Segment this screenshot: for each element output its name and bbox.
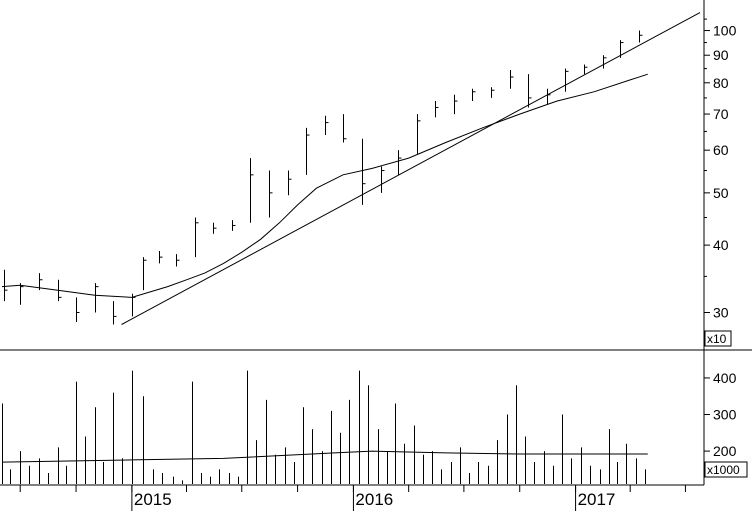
price-panel: 30 40 50 60 70 80 90 100 x10	[1, 0, 737, 350]
price-bar	[565, 68, 569, 92]
price-moving-average	[1, 73, 648, 298]
price-tick-label: 40	[713, 237, 729, 253]
price-bar	[584, 64, 588, 75]
price-bar	[639, 30, 643, 43]
price-bar	[491, 87, 495, 98]
date-axis: 2015 2016 2017	[0, 484, 704, 511]
volume-axis-labels: 200 300 400	[713, 370, 737, 459]
volume-tick-label: 400	[713, 370, 737, 386]
price-axis-ticks	[704, 18, 710, 313]
price-bar	[343, 114, 347, 143]
price-bar	[362, 138, 366, 205]
price-tick-label: 70	[713, 106, 729, 122]
volume-moving-average	[1, 450, 648, 463]
price-bar	[195, 217, 199, 258]
year-label: 2017	[578, 490, 616, 509]
price-multiplier-label: x10	[707, 332, 727, 346]
price-bar	[306, 127, 310, 175]
price-tick-label: 30	[713, 304, 729, 320]
price-bar	[76, 297, 80, 323]
price-bar	[250, 158, 254, 223]
price-bar	[113, 301, 117, 325]
price-multiplier-box	[704, 330, 732, 347]
price-bar	[603, 55, 607, 69]
price-bar	[398, 150, 402, 175]
volume-multiplier-box	[704, 461, 748, 478]
price-trendline	[121, 12, 701, 325]
price-bar	[528, 74, 532, 108]
price-bar	[454, 94, 458, 115]
price-bar	[176, 254, 180, 267]
price-bar	[232, 220, 236, 231]
price-tick-label: 90	[713, 47, 729, 63]
year-label: 2015	[134, 490, 172, 509]
price-bar	[381, 166, 385, 193]
volume-tick-label: 300	[713, 407, 737, 423]
price-bar	[20, 283, 24, 305]
price-tick-label: 60	[713, 142, 729, 158]
year-label: 2016	[355, 490, 393, 509]
price-bar	[325, 115, 329, 136]
price-axis-labels: 30 40 50 60 70 80 90 100	[713, 23, 737, 321]
price-bar	[159, 251, 163, 264]
price-bar	[4, 269, 8, 302]
price-bar	[213, 222, 217, 234]
price-tick-label: 80	[713, 75, 729, 91]
price-tick-label: 50	[713, 185, 729, 201]
price-bar	[417, 114, 421, 155]
price-bar	[510, 69, 514, 89]
price-ohlc-bars	[4, 30, 643, 325]
price-bar	[269, 170, 273, 218]
volume-panel: 200 300 400 x1000	[1, 350, 748, 485]
volume-bars	[2, 370, 646, 484]
price-bar	[288, 170, 292, 196]
price-bar	[143, 257, 147, 291]
price-bar	[472, 88, 476, 102]
price-bar	[547, 88, 551, 105]
volume-axis-ticks	[704, 377, 710, 452]
price-bar	[435, 101, 439, 118]
volume-tick-label: 200	[713, 443, 737, 459]
price-tick-label: 100	[713, 23, 737, 39]
date-axis-labels: 2015 2016 2017	[131, 485, 616, 511]
volume-multiplier-label: x1000	[707, 463, 740, 477]
price-bar	[95, 283, 99, 313]
